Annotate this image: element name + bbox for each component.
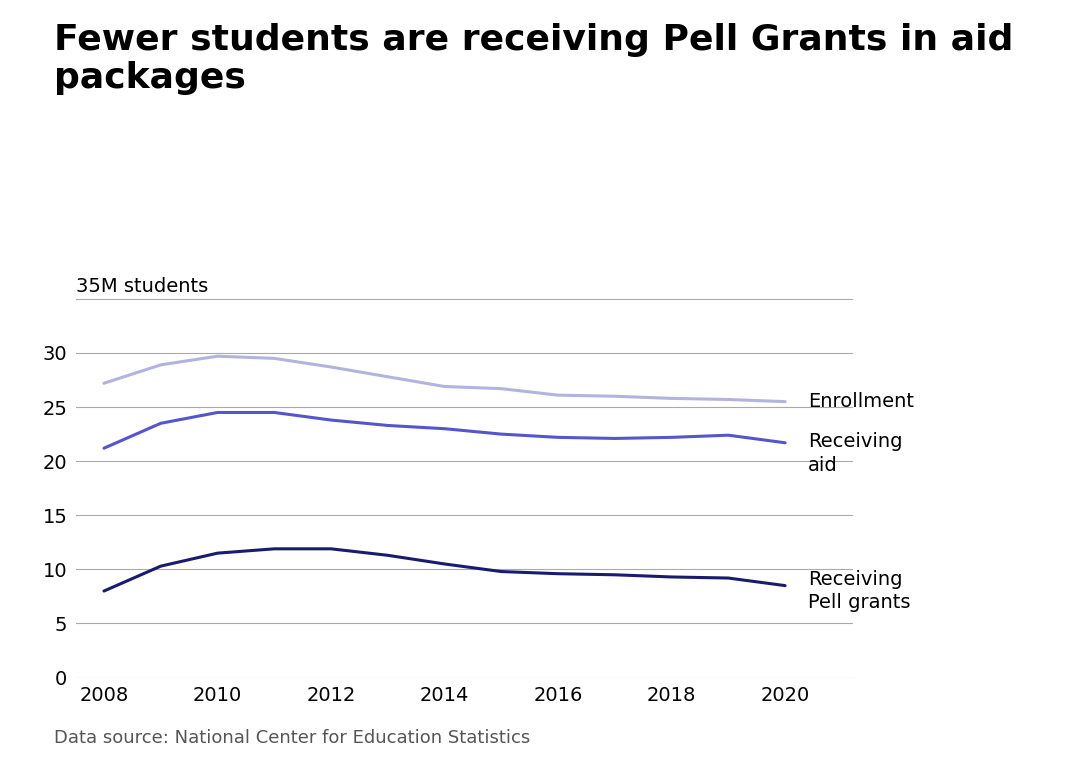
Text: Data source: National Center for Education Statistics: Data source: National Center for Educati…: [54, 729, 530, 747]
Text: 35M students: 35M students: [76, 276, 207, 296]
Text: Receiving
Pell grants: Receiving Pell grants: [808, 570, 910, 612]
Text: Enrollment: Enrollment: [808, 392, 914, 411]
Text: Receiving
aid: Receiving aid: [808, 432, 902, 475]
Text: Fewer students are receiving Pell Grants in aid
packages: Fewer students are receiving Pell Grants…: [54, 23, 1013, 95]
